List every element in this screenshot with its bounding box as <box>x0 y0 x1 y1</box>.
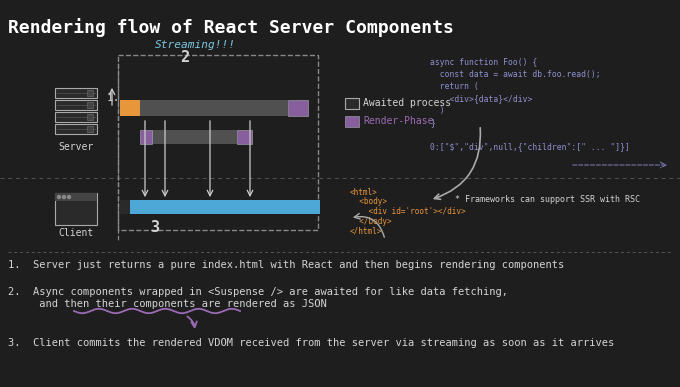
Text: <body>: <body> <box>350 197 387 207</box>
Text: }: } <box>430 118 435 127</box>
Text: Client: Client <box>58 228 94 238</box>
Text: Streaming!!!: Streaming!!! <box>154 40 235 50</box>
Bar <box>140 130 152 144</box>
Circle shape <box>63 195 65 199</box>
FancyBboxPatch shape <box>55 100 97 110</box>
FancyBboxPatch shape <box>87 90 93 96</box>
Text: <html>: <html> <box>350 188 378 197</box>
Text: 2.  Async components wrapped in <Suspense /> are awaited for like data fetching,: 2. Async components wrapped in <Suspense… <box>8 287 508 297</box>
Bar <box>345 98 359 109</box>
FancyBboxPatch shape <box>87 102 93 108</box>
FancyBboxPatch shape <box>55 112 97 122</box>
Text: const data = await db.foo.read();: const data = await db.foo.read(); <box>430 70 600 79</box>
Bar <box>345 116 359 127</box>
Text: return (: return ( <box>430 82 479 91</box>
Bar <box>120 100 140 116</box>
Text: 3.  Client commits the rendered VDOM received from the server via streaming as s: 3. Client commits the rendered VDOM rece… <box>8 338 614 348</box>
Text: 0:["$","div",null,{"children":[" ... "]}]: 0:["$","div",null,{"children":[" ... "]}… <box>430 142 630 151</box>
Text: Awaited process: Awaited process <box>363 99 451 108</box>
FancyBboxPatch shape <box>55 88 97 98</box>
Text: <div id='root'></div>: <div id='root'></div> <box>350 207 466 216</box>
Text: ): ) <box>430 106 445 115</box>
Text: 1.  Server just returns a pure index.html with React and then begins rendering c: 1. Server just returns a pure index.html… <box>8 260 564 270</box>
Circle shape <box>67 195 71 199</box>
Text: Server: Server <box>58 142 94 152</box>
Bar <box>288 100 308 116</box>
FancyBboxPatch shape <box>87 126 93 132</box>
Bar <box>237 130 252 144</box>
Bar <box>140 100 288 116</box>
Text: 1.: 1. <box>107 93 120 103</box>
FancyBboxPatch shape <box>55 124 97 134</box>
Text: Rendering flow of React Server Components: Rendering flow of React Server Component… <box>8 18 454 37</box>
FancyBboxPatch shape <box>55 193 97 225</box>
Text: 3: 3 <box>150 220 160 235</box>
Text: * Frameworks can support SSR with RSC: * Frameworks can support SSR with RSC <box>455 195 640 204</box>
Text: async function Foo() {: async function Foo() { <box>430 58 537 67</box>
FancyBboxPatch shape <box>55 193 97 201</box>
FancyBboxPatch shape <box>87 114 93 120</box>
Bar <box>120 200 320 214</box>
Bar <box>152 130 237 144</box>
Text: and then their components are rendered as JSON: and then their components are rendered a… <box>8 299 327 309</box>
Text: <div>{data}</div>: <div>{data}</div> <box>430 94 532 103</box>
Bar <box>120 200 130 214</box>
Text: </html>: </html> <box>350 226 382 235</box>
Text: </body>: </body> <box>350 216 392 226</box>
Text: Render-Phase: Render-Phase <box>363 116 434 127</box>
Circle shape <box>58 195 61 199</box>
Text: 2: 2 <box>180 50 190 65</box>
